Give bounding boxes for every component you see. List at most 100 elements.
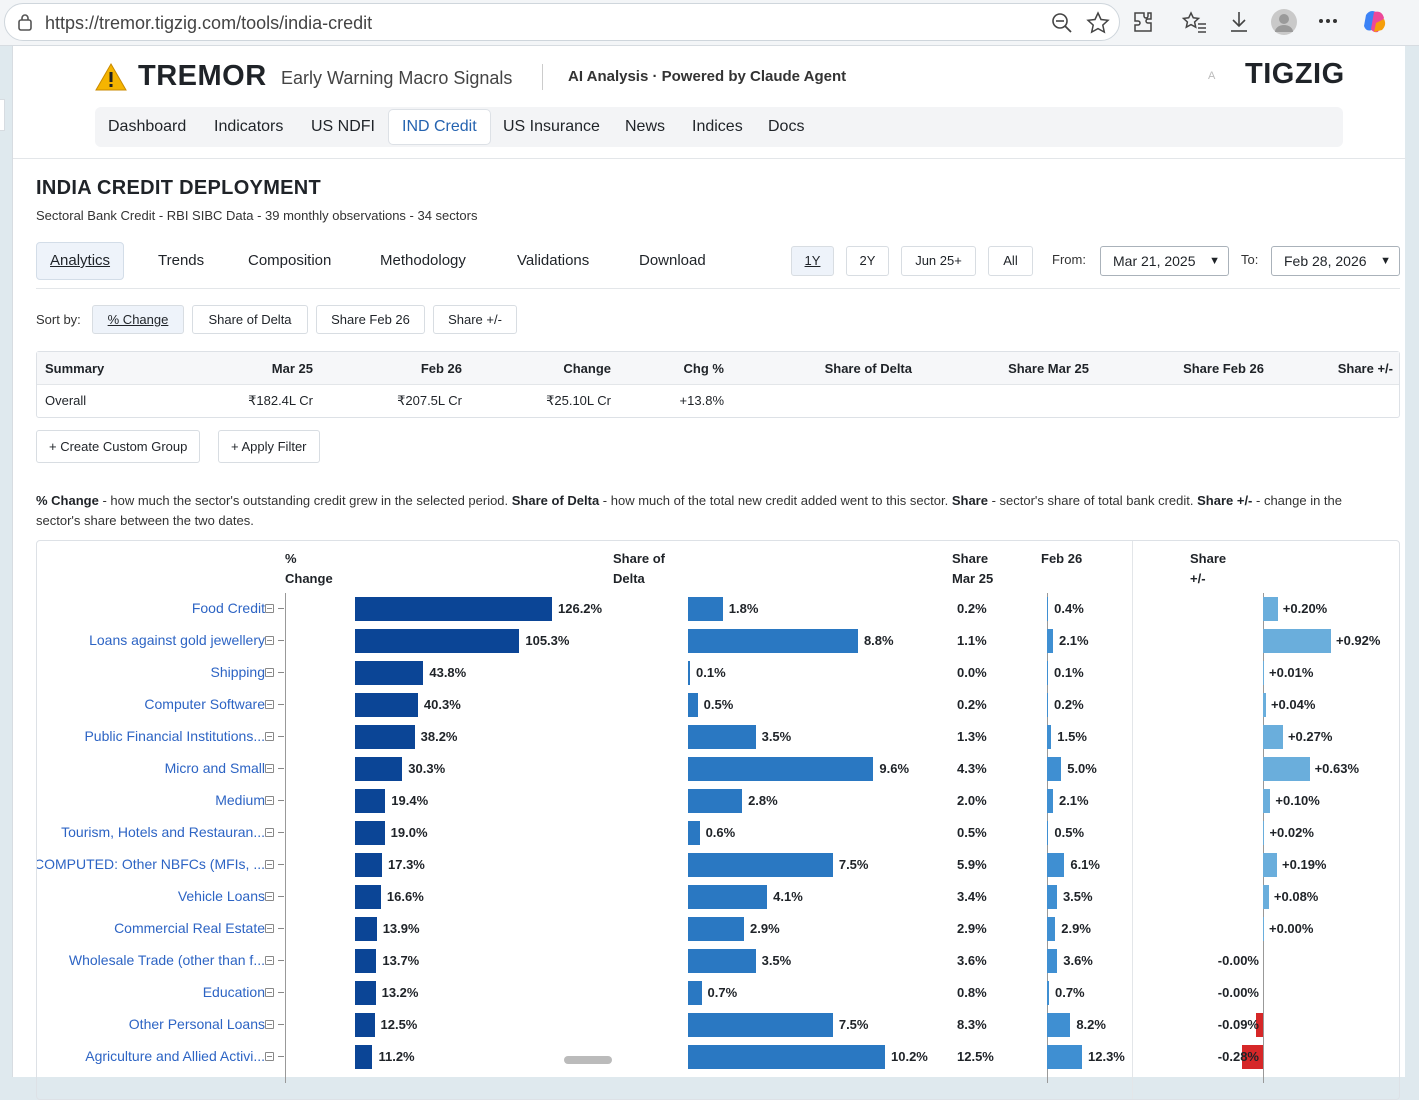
nav-news[interactable]: News <box>625 118 666 135</box>
sort-share-pm-button[interactable]: Share +/- <box>433 305 517 334</box>
share-feb26-value: 0.1% <box>1054 665 1084 680</box>
sector-label[interactable]: COMPUTED: Other NBFCs (MFIs, ... <box>36 856 265 872</box>
main-nav: Dashboard Indicators US NDFI IND Credit … <box>95 107 1343 147</box>
sector-label[interactable]: Vehicle Loans <box>177 888 265 904</box>
sort-pct-change-button[interactable]: % Change <box>92 305 184 334</box>
sector-label[interactable]: Shipping <box>210 664 266 680</box>
share-mar25-value: 0.2% <box>957 601 987 616</box>
sector-label[interactable]: Education <box>202 984 265 1000</box>
chart-row: Vehicle Loans 16.6% 4.1% 3.4% 3.5% +0.08% <box>37 881 1399 913</box>
brand-title[interactable]: TREMOR <box>138 60 267 92</box>
sector-menu-icon[interactable] <box>265 924 274 933</box>
axis-tick <box>278 1024 284 1025</box>
profile-avatar-icon[interactable] <box>1270 8 1298 36</box>
page-subtitle: Sectoral Bank Credit - RBI SIBC Data - 3… <box>36 208 478 223</box>
nav-docs[interactable]: Docs <box>768 118 805 135</box>
col-header-share-pm-line2: +/- <box>1190 571 1206 586</box>
favorite-star-icon[interactable] <box>1086 11 1110 35</box>
tab-analytics[interactable]: Analytics <box>36 242 125 280</box>
extensions-icon[interactable] <box>1131 10 1155 34</box>
sector-menu-icon[interactable] <box>265 828 274 837</box>
nav-indicators[interactable]: Indicators <box>214 118 284 135</box>
share-pm-bar <box>1263 597 1278 621</box>
tab-methodology[interactable]: Methodology <box>380 252 466 269</box>
sector-label[interactable]: Loans against gold jewellery <box>89 632 265 648</box>
sector-label[interactable]: Tourism, Hotels and Restauran... <box>61 824 265 840</box>
col-header-pct-change-line1: % <box>285 551 297 566</box>
font-size-toggle[interactable]: A <box>1208 70 1216 82</box>
sector-label[interactable]: Commercial Real Estate <box>114 920 265 936</box>
address-bar[interactable]: https://tremor.tigzig.com/tools/india-cr… <box>4 3 1120 41</box>
pct-change-bar <box>355 789 386 813</box>
more-options-icon[interactable] <box>1318 18 1338 24</box>
sidebar-edge[interactable] <box>0 99 5 131</box>
create-custom-group-button[interactable]: + Create Custom Group <box>36 430 201 463</box>
sector-menu-icon[interactable] <box>265 860 274 869</box>
share-pm-value: -0.00% <box>1217 953 1259 968</box>
tab-validations[interactable]: Validations <box>517 252 590 269</box>
to-date-select[interactable]: Feb 28, 2026 ▼ <box>1271 246 1400 276</box>
header-separator <box>13 158 1406 159</box>
sort-share-feb-button[interactable]: Share Feb 26 <box>316 305 425 334</box>
tigzig-logo[interactable]: TIGZIG <box>1245 58 1345 90</box>
share-mar25-value: 0.0% <box>957 665 987 680</box>
sector-menu-icon[interactable] <box>265 700 274 709</box>
copilot-icon[interactable] <box>1360 7 1390 37</box>
sector-menu-icon[interactable] <box>265 764 274 773</box>
sector-menu-icon[interactable] <box>265 732 274 741</box>
nav-indices[interactable]: Indices <box>692 118 743 135</box>
sector-menu-icon[interactable] <box>265 988 274 997</box>
sector-label[interactable]: Computer Software <box>144 696 265 712</box>
sector-label[interactable]: Agriculture and Allied Activi... <box>85 1048 265 1064</box>
nav-us-ndfi[interactable]: US NDFI <box>311 118 375 135</box>
share-pm-value: +0.01% <box>1269 665 1314 680</box>
share-feb26-bar <box>1047 853 1065 877</box>
share-feb26-value: 6.1% <box>1070 857 1100 872</box>
sector-menu-icon[interactable] <box>265 956 274 965</box>
tab-download[interactable]: Download <box>639 252 706 269</box>
period-2y-button[interactable]: 2Y <box>846 246 889 276</box>
sector-menu-icon[interactable] <box>265 892 274 901</box>
sector-menu-icon[interactable] <box>265 796 274 805</box>
chevron-down-icon: ▼ <box>1209 255 1220 267</box>
tab-composition[interactable]: Composition <box>248 252 332 269</box>
axis-tick <box>278 864 284 865</box>
sector-label[interactable]: Public Financial Institutions... <box>84 728 265 744</box>
sector-menu-icon[interactable] <box>265 604 274 613</box>
share-feb26-value: 3.5% <box>1062 889 1093 904</box>
sector-label[interactable]: Wholesale Trade (other than f... <box>68 952 265 968</box>
share-pm-bar <box>1263 661 1264 685</box>
share-mar25-value: 1.3% <box>957 729 987 744</box>
sector-menu-icon[interactable] <box>265 1020 274 1029</box>
sector-menu-icon[interactable] <box>265 668 274 677</box>
sort-share-delta-button[interactable]: Share of Delta <box>192 305 308 334</box>
share-feb26-bar <box>1047 1045 1082 1069</box>
share-delta-bar <box>688 693 698 717</box>
summary-col-share-pm: Share +/- <box>1337 361 1393 376</box>
horizontal-scrollbar[interactable] <box>564 1056 612 1064</box>
nav-dashboard[interactable]: Dashboard <box>108 118 187 135</box>
pct-change-bar <box>355 917 377 941</box>
share-feb26-value: 1.5% <box>1057 729 1087 744</box>
from-date-select[interactable]: Mar 21, 2025 ▼ <box>1100 246 1229 276</box>
axis-tick <box>278 672 284 673</box>
period-jun25-button[interactable]: Jun 25+ <box>901 246 976 276</box>
url-text[interactable]: https://tremor.tigzig.com/tools/india-cr… <box>45 13 373 33</box>
sector-label[interactable]: Other Personal Loans <box>128 1016 265 1032</box>
sector-label[interactable]: Micro and Small <box>164 760 265 776</box>
col-header-share-feb26: Feb 26 <box>1041 549 1082 569</box>
share-pm-value: +0.00% <box>1269 921 1314 936</box>
nav-us-insurance[interactable]: US Insurance <box>503 118 600 135</box>
sector-menu-icon[interactable] <box>265 1052 274 1061</box>
apply-filter-button[interactable]: + Apply Filter <box>218 430 320 463</box>
sector-label[interactable]: Food Credit <box>191 600 265 616</box>
sector-menu-icon[interactable] <box>265 636 274 645</box>
download-icon[interactable] <box>1228 10 1250 34</box>
zoom-icon[interactable] <box>1051 12 1073 34</box>
period-all-button[interactable]: All <box>988 246 1033 276</box>
period-1y-button[interactable]: 1Y <box>791 246 834 276</box>
sector-label[interactable]: Medium <box>215 792 265 808</box>
nav-ind-credit[interactable]: IND Credit <box>388 109 491 145</box>
favorites-list-icon[interactable] <box>1181 10 1207 34</box>
tab-trends[interactable]: Trends <box>158 252 205 269</box>
